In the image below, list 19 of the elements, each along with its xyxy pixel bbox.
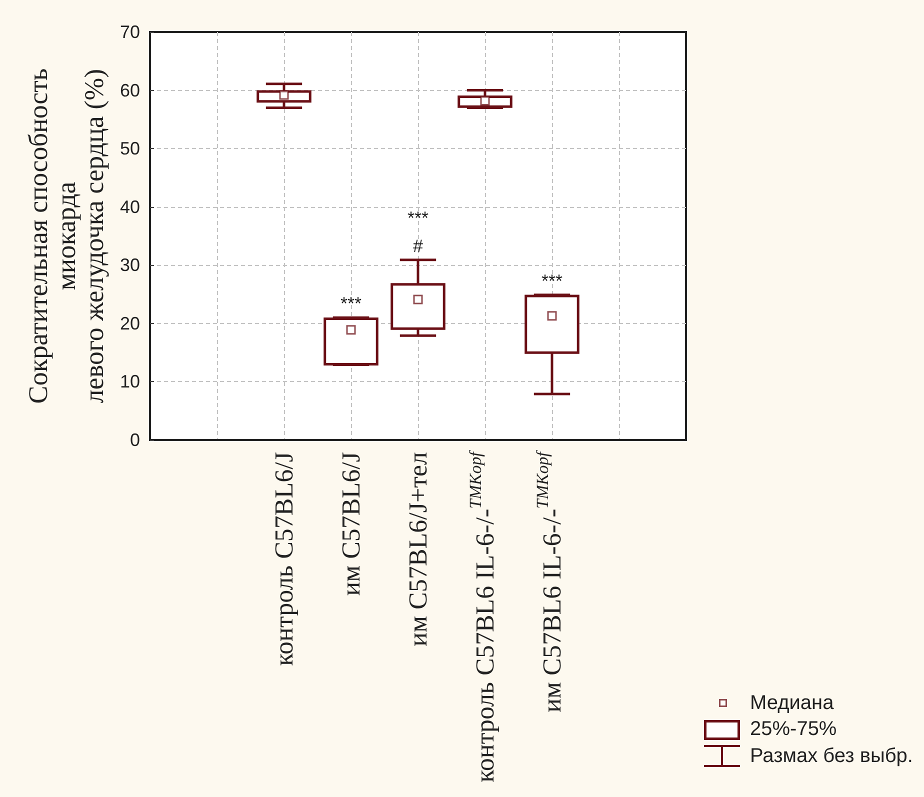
annotation: *** <box>407 208 429 228</box>
y-tick-label: 20 <box>120 313 140 334</box>
y-tick-label: 50 <box>120 138 140 159</box>
x-tick-label: им C57BL6/J+тел <box>404 452 432 646</box>
text: Медиана <box>750 692 834 715</box>
y-tick-label: 10 <box>120 372 140 392</box>
x-tick-label: им C57BL6/J <box>336 452 366 596</box>
x-tick-label: контроль C57BL6/J <box>270 452 298 666</box>
annotation: *** <box>541 270 563 291</box>
y-tick-label: 30 <box>120 255 140 276</box>
y-tick-label: 60 <box>120 80 140 100</box>
text: Размах без выбр. <box>750 744 913 768</box>
y-tick-label: 40 <box>120 196 140 217</box>
text: 25%-75% <box>750 718 837 742</box>
annotation: # <box>412 236 424 256</box>
y-tick-label: 70 <box>120 22 140 42</box>
y-axis-title: Сократительная способность миокарда левого желудочка сердца (%) <box>23 68 109 404</box>
annotation: *** <box>340 294 362 314</box>
y-tick-label: 0 <box>130 430 140 450</box>
